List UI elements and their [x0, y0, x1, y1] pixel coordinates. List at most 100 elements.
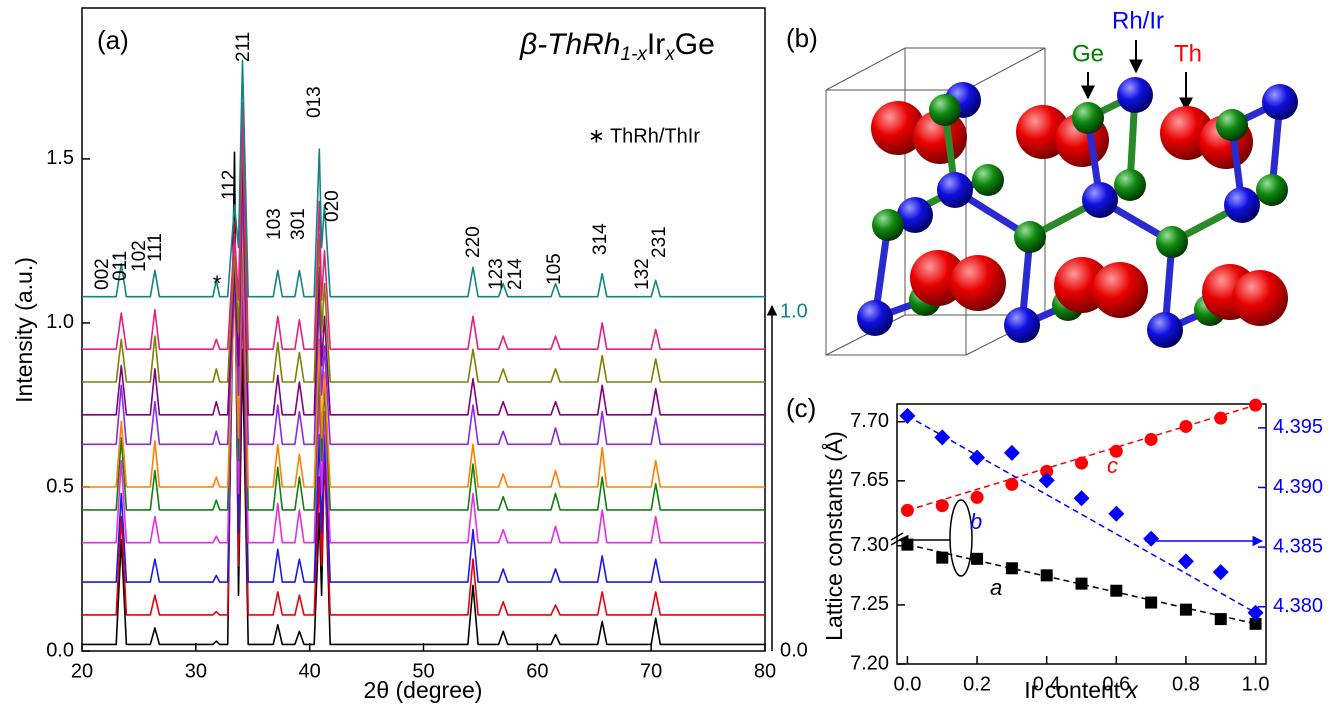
xrd-pattern — [82, 118, 765, 383]
marker — [1212, 564, 1229, 581]
peak-label: 011 — [110, 251, 131, 281]
rh-atom — [1262, 84, 1298, 120]
y-tick-label: 7.20 — [850, 652, 889, 674]
ge-atom — [972, 164, 1004, 196]
ge-atom — [1114, 169, 1146, 201]
peak-label: 301 — [288, 208, 309, 240]
x-tick-label: 0.6 — [1102, 673, 1130, 695]
xrd-pattern — [82, 246, 765, 544]
title-part: Ge — [675, 28, 715, 61]
marker — [1003, 444, 1020, 461]
marker — [1247, 604, 1264, 621]
y2-tick-label: 4.390 — [1273, 476, 1323, 498]
peak-label: 013 — [304, 86, 325, 118]
x-tick-label: 30 — [185, 660, 207, 682]
atoms-front — [857, 250, 1288, 348]
th-atom — [871, 101, 925, 155]
peak-label: 002 — [92, 258, 113, 290]
title-part: x — [664, 44, 676, 65]
y-tick-label: 0.5 — [46, 475, 74, 497]
xrd-pattern — [82, 59, 765, 298]
peak-label: 103 — [264, 208, 285, 240]
marker — [900, 503, 914, 517]
y-axis-label: Lattice constants (Å) — [820, 431, 847, 641]
xrd-pattern — [82, 213, 765, 511]
title-part: Ir — [647, 28, 665, 61]
peak-label: 220 — [463, 226, 484, 258]
peak-label: * — [213, 271, 222, 296]
ge-atom — [1014, 221, 1046, 253]
y2-tick-label: 4.380 — [1273, 595, 1323, 617]
marker — [1179, 603, 1192, 616]
xrd-pattern — [82, 207, 765, 488]
peak-label: 211 — [233, 32, 254, 62]
marker — [1144, 432, 1158, 446]
cell-front — [825, 90, 967, 356]
x-tick-label: 0.4 — [1033, 673, 1061, 695]
rh-atom — [1147, 312, 1183, 348]
peak-label: 112 — [219, 170, 240, 200]
marker — [1177, 553, 1194, 570]
title-part: 1-x — [621, 44, 649, 65]
rh-atom — [937, 172, 973, 208]
marker — [934, 429, 951, 446]
peak-label: 132 — [632, 258, 653, 290]
x-axis-label: Ir content x — [1024, 677, 1139, 703]
y-tick-label: 0.0 — [46, 639, 74, 661]
marker — [1038, 472, 1055, 489]
ge-atom — [929, 94, 961, 126]
rh-atom — [1117, 77, 1153, 113]
ge-atom — [872, 209, 904, 241]
atoms-mid — [872, 77, 1298, 326]
y-tick-label: 7.30 — [850, 534, 889, 556]
series-label: a — [990, 575, 1002, 600]
x-tick-label: 50 — [412, 660, 434, 682]
marker — [1214, 613, 1227, 626]
series-label: b — [970, 509, 982, 534]
peak-label: 020 — [322, 190, 343, 222]
axis-break — [890, 537, 904, 546]
peak-label: 214 — [505, 258, 526, 290]
ge-atom — [1156, 226, 1188, 258]
atoms-back — [871, 101, 1253, 169]
peak-label: 105 — [544, 253, 565, 285]
xrd-pattern — [82, 220, 765, 616]
marker — [969, 449, 986, 466]
x-tick-label: 0.0 — [894, 673, 922, 695]
arrow-label: 0.0 — [780, 639, 808, 661]
x-tick-label: 70 — [640, 660, 662, 682]
ge-atom — [1072, 102, 1104, 134]
marker — [936, 551, 949, 564]
marker — [1005, 477, 1019, 491]
y2-tick-label: 4.385 — [1273, 535, 1323, 557]
marker — [1110, 584, 1123, 597]
marker — [899, 407, 916, 424]
marker — [1040, 464, 1054, 478]
panel-label: (b) — [786, 23, 818, 53]
marker — [1075, 456, 1088, 470]
fit-line — [907, 415, 1256, 614]
xrd-pattern — [82, 102, 765, 350]
y-tick-label: 7.25 — [850, 593, 889, 615]
peak-label: 123 — [486, 258, 507, 290]
x-tick-label: 60 — [526, 660, 548, 682]
panel-label: (c) — [786, 393, 816, 423]
marker — [1073, 490, 1090, 507]
plot-frame — [896, 403, 1267, 665]
marker — [901, 538, 914, 551]
y2-tick-label: 4.395 — [1273, 416, 1323, 438]
panel-b: (b) Ge Rh/Ir Th — [786, 7, 1298, 356]
ge-atom — [1216, 109, 1248, 141]
th-atom — [1092, 262, 1148, 318]
marker — [1109, 444, 1123, 458]
x-tick-label: 20 — [71, 660, 93, 682]
panel-a: (a) β-ThRh1-xIrxGe ∗ ThRh/ThIr 2θ (degre… — [11, 7, 808, 703]
x-axis-label: 2θ (degree) — [364, 677, 483, 703]
marker — [1075, 577, 1088, 590]
cell-top — [825, 47, 1046, 91]
xrd-pattern — [82, 181, 765, 446]
peak-label: 231 — [649, 226, 670, 258]
rh-atom — [897, 197, 933, 233]
y-tick-label: 1.5 — [46, 147, 74, 169]
